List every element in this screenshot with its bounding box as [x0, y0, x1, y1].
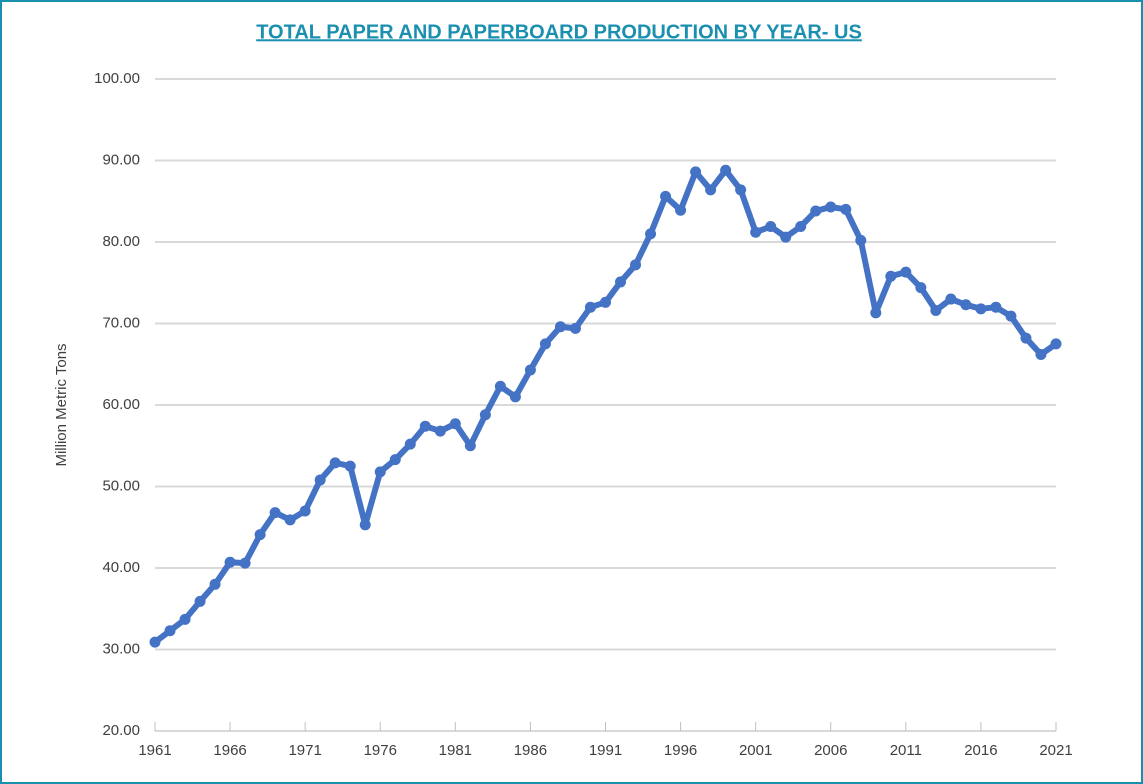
data-point [179, 613, 191, 625]
chart-title: TOTAL PAPER AND PAPERBOARD PRODUCTION BY… [256, 21, 862, 43]
y-tick-label: 60.00 [102, 396, 140, 413]
data-point [645, 228, 657, 240]
data-point [795, 221, 807, 233]
data-point [329, 457, 341, 469]
y-tick-label: 70.00 [102, 314, 140, 331]
y-tick-label: 20.00 [102, 722, 140, 739]
data-point [419, 420, 431, 432]
x-tick-label: 1981 [439, 742, 472, 759]
data-point [735, 184, 747, 196]
data-point [494, 380, 506, 392]
data-point [149, 636, 161, 648]
data-point [660, 190, 672, 202]
data-point [600, 296, 611, 308]
x-tick-label: 1986 [514, 742, 547, 759]
x-tick-label: 2001 [739, 742, 772, 759]
data-point [690, 166, 702, 178]
data-point [389, 454, 401, 466]
x-tick-label: 1961 [138, 742, 171, 759]
data-point [299, 505, 311, 517]
data-point [675, 204, 687, 216]
data-point [900, 266, 912, 278]
x-tick-label: 1976 [364, 742, 397, 759]
data-point [750, 226, 762, 238]
y-tick-label: 80.00 [102, 233, 140, 250]
data-point [855, 234, 867, 246]
x-tick-label: 1966 [213, 742, 246, 759]
data-point [359, 519, 371, 531]
data-point [930, 304, 942, 316]
data-point [765, 221, 777, 233]
data-point [449, 418, 461, 430]
data-point [840, 203, 852, 215]
data-point [434, 425, 446, 437]
data-point [464, 440, 476, 452]
x-tick-label: 2021 [1039, 742, 1072, 759]
data-point [705, 184, 717, 196]
y-tick-label: 90.00 [102, 151, 140, 168]
x-tick-label: 2016 [964, 742, 997, 759]
data-point [1005, 310, 1017, 322]
y-tick-label: 50.00 [102, 477, 140, 494]
data-point [1035, 348, 1047, 360]
data-point [1050, 338, 1062, 350]
data-point [314, 474, 326, 486]
x-tick-label: 2011 [890, 742, 922, 759]
data-point [524, 364, 536, 376]
data-point [224, 556, 236, 568]
data-point [915, 282, 927, 294]
x-tick-label: 1971 [288, 742, 321, 759]
data-point [164, 625, 176, 637]
data-point [945, 293, 957, 305]
data-point [554, 321, 566, 333]
data-point [885, 270, 897, 282]
data-point [269, 507, 281, 519]
data-point [209, 578, 221, 590]
data-point [584, 301, 596, 313]
x-tick-label: 2006 [814, 742, 847, 759]
y-tick-label: 30.00 [102, 640, 140, 657]
data-point [509, 391, 521, 403]
data-point [254, 529, 266, 541]
data-point [479, 409, 491, 421]
y-tick-label: 100.00 [94, 70, 140, 87]
data-point [1020, 332, 1032, 344]
data-point [825, 201, 837, 213]
data-point [960, 299, 972, 311]
data-point [810, 205, 822, 217]
x-tick-label: 1991 [589, 742, 622, 759]
y-axis-label: Million Metric Tons [53, 343, 70, 466]
y-tick-label: 40.00 [102, 559, 140, 576]
data-point [780, 231, 792, 243]
x-tick-label: 1996 [664, 742, 697, 759]
data-point [990, 301, 1002, 313]
data-point [569, 322, 581, 334]
data-point [344, 460, 356, 472]
data-point [239, 557, 251, 569]
data-point [539, 338, 551, 350]
data-point [720, 164, 732, 176]
data-point [374, 466, 386, 478]
data-point [870, 307, 882, 319]
data-point [404, 438, 416, 450]
data-point [630, 259, 642, 271]
data-point [194, 595, 206, 607]
data-point [975, 303, 987, 315]
data-point [284, 514, 296, 526]
data-point [615, 276, 627, 288]
